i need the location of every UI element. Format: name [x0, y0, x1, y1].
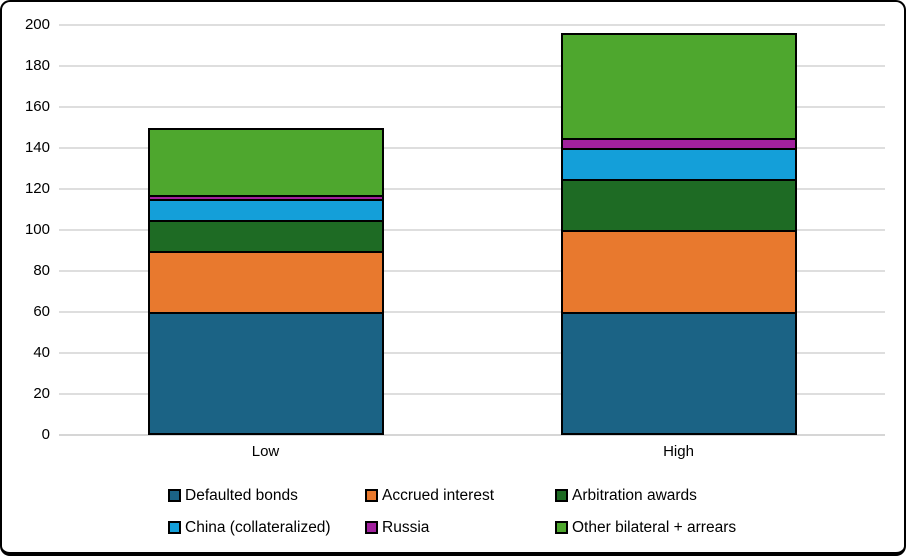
- x-axis-category-label: High: [663, 443, 694, 460]
- gridline: [59, 352, 885, 354]
- legend-item: Other bilateral + arrears: [555, 519, 736, 536]
- bar-segment-high-6: [560, 33, 797, 138]
- bar-segment-high-1: [560, 312, 797, 435]
- y-axis-tick-label: 0: [41, 426, 50, 443]
- y-axis-tick-label: 40: [33, 344, 50, 361]
- legend-label: Accrued interest: [382, 486, 494, 504]
- bar-segment-low-2: [147, 250, 384, 312]
- gridline: [59, 147, 885, 149]
- gridline: [59, 188, 885, 190]
- bar-segment-high-2: [560, 230, 797, 312]
- legend-item: Russia: [365, 519, 429, 536]
- y-axis-tick-label: 20: [33, 385, 50, 402]
- legend-swatch-icon: [555, 489, 568, 502]
- legend-swatch-icon: [168, 489, 181, 502]
- legend-swatch-icon: [168, 521, 181, 534]
- legend-item: Arbitration awards: [555, 487, 697, 504]
- gridline: [59, 229, 885, 231]
- legend-item: Accrued interest: [365, 487, 494, 504]
- gridline: [59, 24, 885, 26]
- y-axis-tick-label: 80: [33, 262, 50, 279]
- legend-item: Defaulted bonds: [168, 487, 298, 504]
- bar-segment-high-4: [560, 148, 797, 179]
- y-axis-tick-label: 140: [24, 139, 50, 156]
- gridline: [59, 65, 885, 67]
- bar-segment-low-4: [147, 199, 384, 220]
- y-axis-tick-label: 120: [24, 180, 50, 197]
- y-axis-tick-label: 60: [33, 303, 50, 320]
- gridline: [59, 393, 885, 395]
- legend-label: Arbitration awards: [572, 486, 697, 504]
- bar-segment-low-6: [147, 127, 384, 196]
- legend-item: China (collateralized): [168, 519, 331, 536]
- legend-label: Defaulted bonds: [185, 486, 298, 504]
- x-axis-category-label: Low: [251, 443, 280, 460]
- bar-segment-high-5: [560, 137, 797, 148]
- legend-label: China (collateralized): [185, 518, 331, 536]
- gridline: [59, 434, 885, 436]
- y-axis-tick-label: 160: [24, 98, 50, 115]
- bar-segment-high-3: [560, 178, 797, 230]
- legend-swatch-icon: [365, 489, 378, 502]
- y-axis-tick-label: 100: [24, 221, 50, 238]
- legend-label: Other bilateral + arrears: [572, 518, 737, 536]
- gridline: [59, 311, 885, 313]
- y-axis-tick-label: 180: [24, 57, 50, 74]
- gridline: [59, 106, 885, 108]
- legend-swatch-icon: [365, 521, 378, 534]
- gridline: [59, 270, 885, 272]
- bar-segment-low-3: [147, 219, 384, 251]
- legend-swatch-icon: [555, 521, 568, 534]
- bar-segment-low-1: [147, 312, 384, 435]
- legend-label: Russia: [382, 518, 430, 536]
- bar-segment-low-5: [147, 195, 384, 200]
- y-axis-tick-label: 200: [24, 16, 50, 33]
